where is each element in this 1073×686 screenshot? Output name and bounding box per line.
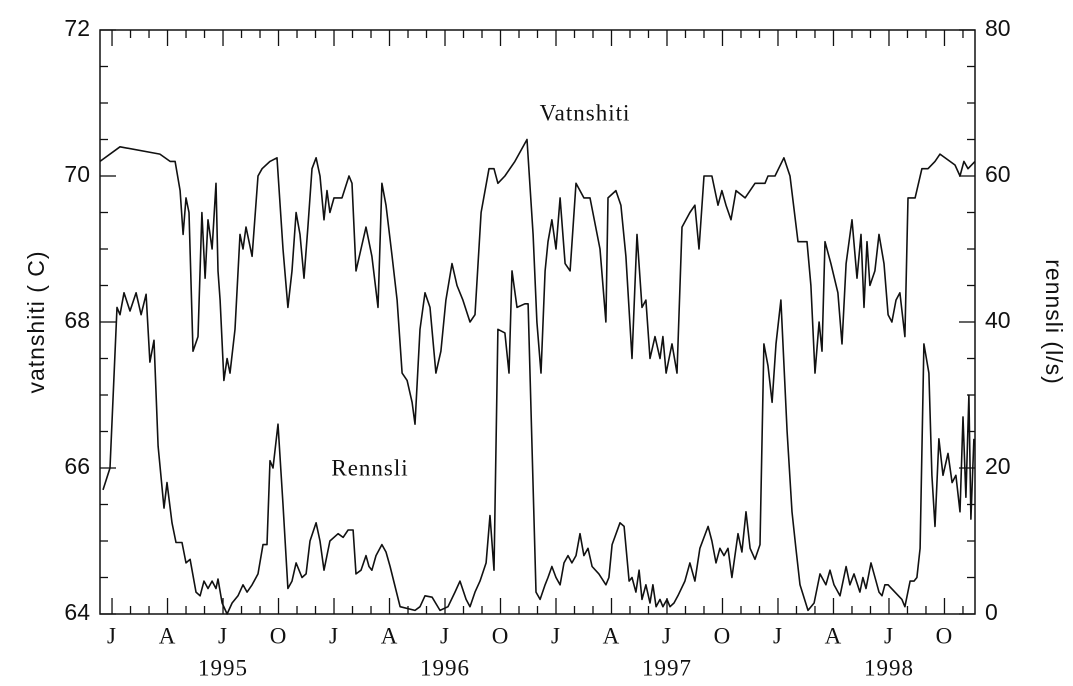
y2-tick-label: 40 (985, 307, 1011, 333)
x-tick-label: A (159, 623, 177, 648)
y-tick-label: 70 (64, 161, 90, 187)
series-line (99, 138, 976, 425)
x-tick-label: J (662, 623, 672, 648)
y2-axis-label: rennsli (l/s) (1041, 259, 1067, 384)
x-year-label: 1997 (642, 655, 692, 680)
x-year-label: 1995 (198, 655, 248, 680)
y-tick-label: 64 (64, 599, 90, 625)
y-tick-label: 68 (64, 307, 90, 333)
x-tick-label: A (825, 623, 843, 648)
x-year-label: 1998 (864, 655, 914, 680)
x-tick-label: J (440, 623, 450, 648)
x-tick-label: J (218, 623, 228, 648)
y2-tick-label: 0 (985, 599, 998, 625)
x-tick-label: O (714, 623, 732, 648)
y2-tick-label: 80 (985, 15, 1011, 41)
series-label: Vatnshiti (540, 100, 631, 125)
x-year-label: 1996 (420, 655, 470, 680)
x-tick-label: A (603, 623, 621, 648)
x-tick-label: J (107, 623, 117, 648)
series-label: Rennsli (331, 455, 408, 480)
y2-tick-label: 60 (985, 161, 1011, 187)
x-tick-label: A (381, 623, 399, 648)
x-tick-label: J (329, 623, 339, 648)
y-tick-label: 72 (64, 15, 90, 41)
y2-tick-label: 20 (985, 453, 1011, 479)
y-axis-label: vatnshiti ( C) (23, 250, 49, 393)
y-tick-label: 66 (64, 453, 90, 479)
x-tick-label: O (936, 623, 954, 648)
x-tick-label: J (773, 623, 783, 648)
x-tick-label: J (551, 623, 561, 648)
x-tick-label: O (270, 623, 288, 648)
x-tick-label: J (884, 623, 894, 648)
series-line (102, 270, 975, 615)
x-tick-label: O (492, 623, 510, 648)
